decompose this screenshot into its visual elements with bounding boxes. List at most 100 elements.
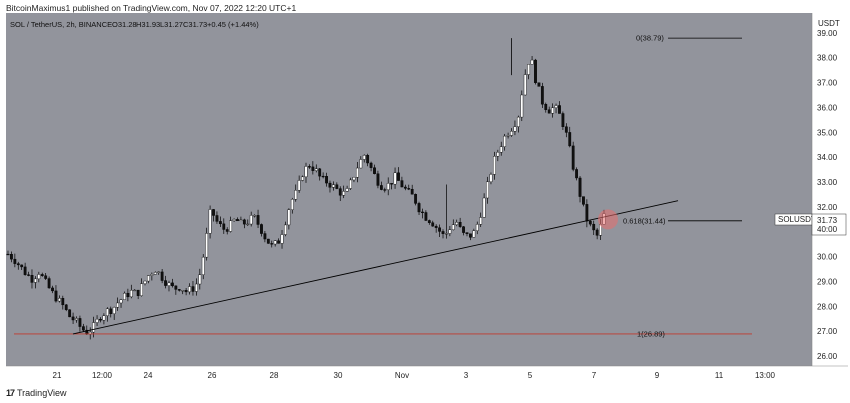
candle [349, 177, 352, 191]
candle-body-down [383, 189, 387, 191]
candle-body-down [318, 168, 322, 177]
candle [383, 187, 387, 193]
candle-body-down [277, 240, 280, 244]
candle-body-up [280, 234, 284, 244]
candle [112, 306, 116, 320]
current-price-tag[interactable]: SOLUSDT 31.73 40:00 [774, 213, 847, 236]
candle [194, 278, 198, 296]
tradingview-logo-icon: 17 [6, 388, 15, 398]
candle [81, 323, 85, 332]
candle-body-up [119, 299, 123, 304]
x-tick-label: 28 [270, 371, 279, 380]
ohlc-close: C31.73 [183, 20, 207, 29]
candle [445, 231, 448, 239]
candle-body-up [355, 167, 359, 178]
candle [297, 175, 301, 193]
x-tick-label: 21 [53, 371, 62, 380]
candle [592, 220, 596, 236]
candle-body-up [445, 233, 448, 235]
price-tag-value: 31.73 [817, 216, 838, 225]
candle-body-up [393, 172, 397, 185]
candle [126, 288, 130, 302]
candle-body-up [249, 215, 253, 225]
candle [6, 250, 10, 256]
candle [318, 167, 322, 181]
y-axis-ticks: 39.00 38.00 37.00 36.00 35.00 34.00 33.00 32.00… [817, 29, 838, 361]
candle-body-up [167, 282, 171, 286]
y-tick-label: 32.00 [817, 203, 838, 212]
candle-body-up [479, 217, 483, 225]
candle-body-down [260, 224, 263, 234]
price-tag-countdown: 40:00 [817, 225, 838, 234]
candle-body-down [311, 166, 315, 171]
x-tick-label: 11 [715, 371, 724, 380]
candle-body-up [181, 290, 185, 292]
candle-body-up [129, 289, 133, 298]
candle-body-down [236, 219, 239, 222]
candle [462, 226, 465, 236]
price-tag-box [811, 213, 847, 236]
y-tick-label: 27.00 [817, 327, 838, 336]
candle [527, 64, 531, 80]
fib-level-label: 1(26.89) [637, 329, 665, 338]
candle [366, 153, 370, 167]
candle [516, 115, 520, 133]
candle [105, 307, 109, 322]
candle-body-up [116, 302, 120, 308]
candle-body-up [112, 307, 116, 314]
x-tick-label: 9 [655, 371, 660, 380]
candle [342, 185, 346, 199]
candle-body-down [308, 166, 311, 168]
candle [253, 214, 257, 218]
candle-body-up [198, 274, 202, 285]
candle [397, 167, 400, 181]
candle-body-down [465, 232, 469, 234]
candle [534, 58, 537, 85]
candle [332, 181, 335, 191]
candle [277, 238, 280, 244]
candle-body-down [335, 184, 339, 189]
candle-body-up [153, 272, 157, 275]
candle-body-down [222, 223, 226, 230]
candle-body-up [95, 318, 99, 323]
candle [205, 227, 209, 261]
candle-body-down [571, 145, 575, 170]
candle-body-up [143, 280, 147, 284]
candle [184, 287, 188, 296]
candle-body-down [54, 290, 58, 302]
candle [246, 219, 250, 227]
candle [229, 216, 233, 233]
price-axis-background [812, 13, 848, 366]
y-tick-label: 38.00 [817, 54, 838, 63]
y-tick-label: 36.00 [817, 103, 838, 112]
candle-body-up [554, 105, 558, 109]
candle-body-down [47, 278, 51, 289]
candle [140, 278, 143, 297]
candle [191, 280, 195, 296]
candle-body-down [544, 103, 548, 110]
fib-retracement[interactable]: 0(38.79) 0.618(31.44) 1(26.89) [623, 34, 742, 339]
candle-body-down [51, 287, 54, 292]
tradingview-footer[interactable]: 17 TradingView [6, 388, 67, 398]
candle-body-down [256, 215, 260, 225]
candle-body-up [37, 274, 41, 280]
candle [174, 285, 178, 295]
candle-body-down [564, 126, 568, 133]
candle [486, 176, 489, 204]
price-tag-symbol: SOLUSDT [778, 215, 816, 224]
candle-body-down [410, 188, 414, 195]
x-tick-label: 26 [208, 371, 217, 380]
candle [171, 278, 174, 288]
candle-body-down [421, 211, 424, 213]
candle [410, 184, 414, 195]
candle-body-down [78, 318, 82, 327]
candle [558, 101, 561, 114]
candle-body-down [10, 254, 13, 260]
candle [325, 172, 328, 187]
candle-body-down [44, 275, 48, 279]
candle [314, 164, 318, 173]
candle [434, 224, 438, 233]
ascending-support-trendline[interactable] [72, 200, 679, 335]
candle-body-up [352, 177, 356, 181]
